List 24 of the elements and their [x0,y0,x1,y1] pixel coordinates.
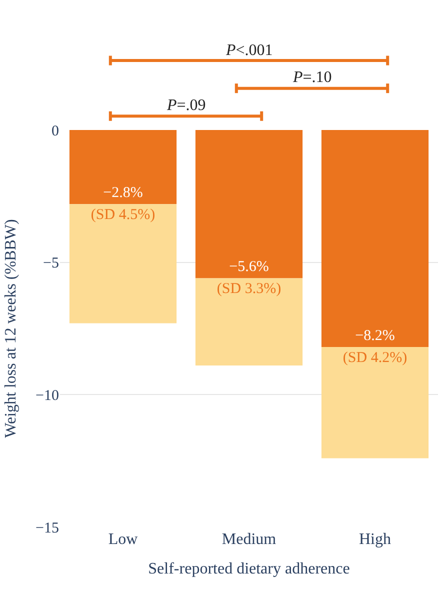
y-axis-title: Weight loss at 12 weeks (%BBW) [2,219,20,438]
data-label: −2.8% [103,185,143,202]
bar [195,130,303,278]
text: P=.10 [292,69,332,86]
data-label: −5.6% [229,259,269,276]
text: P=.09 [166,97,206,114]
bar [69,204,177,324]
x-tick-label: High [359,531,391,548]
x-tick-label: Low [108,531,138,548]
y-tick-label: −15 [36,520,59,536]
bar [195,278,303,366]
data-label: (SD 3.3%) [216,281,282,298]
bar [69,130,177,204]
x-axis-title: Self-reported dietary adherence [148,560,350,578]
y-tick-label: 0 [52,123,59,140]
data-label: (SD 4.5%) [90,207,156,224]
y-tick-label: −5 [43,256,59,272]
x-tick-label: Medium [222,531,277,548]
y-tick-label: −10 [36,388,59,404]
bar [321,347,429,458]
data-label: (SD 4.2%) [342,350,408,366]
bar [321,130,429,348]
data-label: −8.2% [355,328,395,344]
text: P<.001 [225,42,273,59]
